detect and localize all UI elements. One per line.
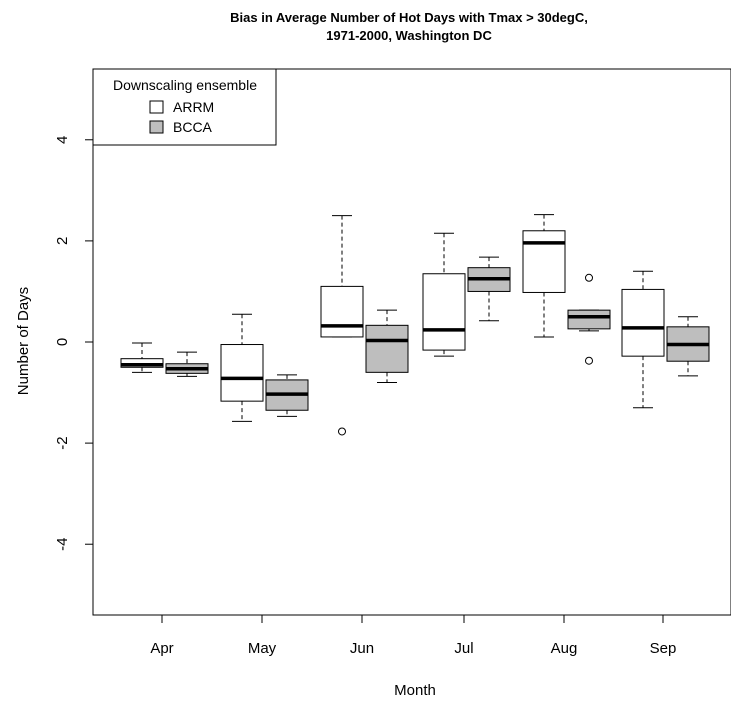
y-tick-label: 2 — [54, 237, 71, 245]
y-tick-label: 4 — [54, 136, 71, 144]
box-bcca-may — [265, 374, 309, 417]
legend-title: Downscaling ensemble — [113, 77, 257, 93]
box-arrm-aug — [522, 214, 566, 338]
y-axis-label: Number of Days — [15, 287, 32, 395]
outlier-point — [338, 427, 346, 436]
legend-entry-label: ARRM — [173, 99, 214, 115]
box-body — [120, 358, 164, 368]
x-tick-label: Aug — [551, 640, 578, 657]
box-arrm-jun — [320, 215, 364, 436]
outlier-point — [585, 273, 593, 282]
legend-swatch — [149, 120, 164, 134]
y-tick-label: -4 — [54, 538, 71, 551]
x-tick-label: Sep — [650, 640, 677, 657]
outlier-point — [585, 356, 593, 365]
box-bcca-sep — [666, 316, 710, 377]
box-body — [621, 288, 665, 357]
box-bcca-jun — [365, 309, 409, 383]
box-arrm-may — [220, 313, 264, 422]
box-arrm-jul — [422, 232, 466, 357]
plot-area — [120, 214, 710, 436]
box-bcca-apr — [165, 351, 209, 377]
box-body — [365, 324, 409, 373]
x-axis-label: Month — [394, 682, 436, 699]
box-bcca-aug — [567, 273, 611, 365]
y-tick-label: 0 — [54, 338, 71, 346]
legend-swatch — [149, 100, 164, 114]
chart-title: Bias in Average Number of Hot Days with … — [230, 10, 588, 25]
legend: Downscaling ensemble ARRM BCCA — [92, 68, 277, 146]
box-bcca-jul — [467, 256, 511, 322]
axes: -4 -2 0 2 4 Apr May Jun Jul Aug Sep — [54, 68, 731, 657]
box-body — [320, 285, 364, 338]
x-tick-label: Jun — [350, 640, 374, 657]
box-arrm-sep — [621, 270, 665, 409]
box-body — [522, 230, 566, 293]
legend-box — [92, 68, 277, 146]
chart-subtitle: 1971-2000, Washington DC — [326, 28, 492, 43]
box-body — [220, 344, 264, 402]
legend-entry-label: BCCA — [173, 119, 213, 135]
x-tick-label: Apr — [150, 640, 173, 657]
box-body — [422, 273, 466, 351]
y-tick-label: -2 — [54, 436, 71, 449]
x-tick-label: May — [248, 640, 277, 657]
box-body — [567, 309, 611, 330]
box-arrm-apr — [120, 342, 164, 373]
x-tick-label: Jul — [454, 640, 473, 657]
